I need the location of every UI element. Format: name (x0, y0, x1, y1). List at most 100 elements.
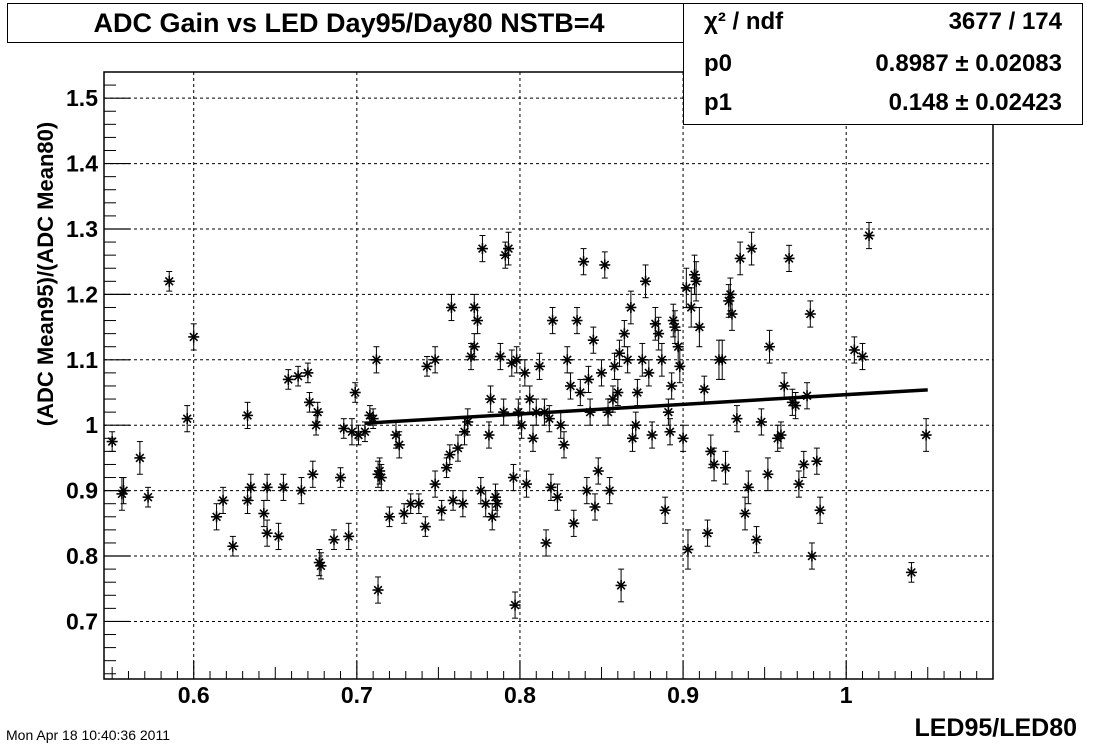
chart-title: ADC Gain vs LED Day95/Day80 NSTB=4 (93, 7, 605, 38)
marker-stroke (628, 433, 637, 443)
marker-stroke (654, 329, 664, 339)
data-point (622, 346, 634, 374)
data-point (445, 293, 457, 322)
data-point (315, 552, 327, 580)
data-point (599, 251, 611, 279)
marker-stroke (735, 254, 745, 263)
marker-stroke (512, 355, 522, 365)
marker-stroke (476, 486, 486, 496)
marker-stroke (308, 469, 318, 479)
marker-stroke (575, 388, 585, 397)
marker-stroke (339, 424, 349, 433)
marker-stroke (657, 355, 667, 365)
data-point (625, 290, 637, 325)
marker-stroke (632, 388, 642, 397)
marker-stroke (458, 499, 468, 509)
data-point (811, 447, 823, 475)
marker-stroke (791, 401, 801, 411)
marker-stroke (262, 528, 272, 538)
marker-stroke (303, 368, 313, 378)
data-point (282, 369, 294, 390)
marker-stroke (668, 316, 678, 325)
marker-stroke (647, 430, 657, 440)
data-point (667, 303, 679, 338)
y-axis-label: (ADC Mean95)/(ADC Mean80) (33, 121, 58, 427)
data-point (413, 493, 425, 515)
marker-stroke (445, 450, 455, 460)
data-point (452, 434, 464, 462)
marker-stroke (717, 355, 727, 365)
marker-stroke (752, 535, 761, 545)
data-point (793, 470, 805, 498)
data-point (328, 529, 340, 550)
stats-row-p0: p0 0.8987 ± 0.02083 (684, 46, 1082, 84)
data-point (370, 346, 382, 374)
data-point (277, 473, 289, 501)
data-point (716, 339, 728, 380)
marker-stroke (228, 541, 238, 551)
marker-stroke (463, 417, 473, 427)
marker-stroke (313, 407, 323, 417)
marker-stroke (399, 509, 409, 518)
stats-label-p0: p0 (704, 50, 733, 77)
data-point (762, 457, 774, 492)
marker-stroke (135, 453, 145, 463)
data-point (640, 264, 652, 299)
data-point (436, 499, 448, 521)
data-point (441, 457, 453, 479)
marker-stroke (626, 303, 636, 312)
data-point (755, 408, 767, 436)
data-point (543, 405, 555, 433)
marker-stroke (694, 322, 704, 332)
marker-stroke (350, 388, 360, 397)
data-point (574, 378, 586, 407)
stats-value-p1: 0.148 ± 0.02423 (888, 89, 1062, 116)
marker-stroke (541, 538, 551, 548)
data-point (682, 529, 694, 570)
y-tick-label: 1.3 (66, 216, 98, 242)
data-point (618, 320, 630, 348)
data-point (584, 398, 596, 426)
data-point (690, 261, 702, 302)
data-point (582, 365, 594, 394)
data-point (551, 483, 563, 511)
marker-stroke (430, 355, 440, 365)
data-point (545, 473, 557, 501)
data-point (421, 356, 433, 377)
data-point (589, 493, 601, 521)
data-point (778, 372, 790, 400)
data-point (547, 306, 559, 335)
data-point (134, 441, 146, 475)
data-point (507, 463, 519, 492)
marker-stroke (553, 492, 562, 502)
data-point (739, 496, 751, 531)
marker-stroke (641, 276, 650, 286)
marker-stroke (784, 254, 794, 263)
data-point (491, 490, 503, 518)
marker-stroke (212, 512, 221, 522)
data-point (476, 235, 488, 263)
data-point (750, 526, 762, 554)
data-point (731, 405, 743, 433)
data-point (227, 535, 239, 557)
marker-stroke (683, 545, 693, 554)
marker-stroke (469, 303, 479, 312)
marker-stroke (678, 433, 688, 443)
data-point (506, 349, 518, 377)
marker-stroke (544, 414, 554, 424)
data-point (698, 375, 710, 403)
data-point (534, 352, 546, 380)
marker-stroke (509, 473, 518, 482)
marker-stroke (623, 355, 633, 365)
data-point (349, 382, 361, 403)
marker-stroke (189, 332, 199, 342)
timestamp: Mon Apr 18 10:40:36 2011 (6, 727, 170, 743)
marker-stroke (579, 257, 588, 267)
plot-frame (103, 71, 994, 680)
data-point (558, 431, 570, 459)
data-point (520, 470, 532, 498)
fit-stats-box: χ² / ndf 3677 / 174 p0 0.8987 ± 0.02083 … (683, 3, 1083, 125)
data-point (429, 470, 441, 498)
data-point (485, 385, 497, 413)
data-point (578, 248, 590, 276)
